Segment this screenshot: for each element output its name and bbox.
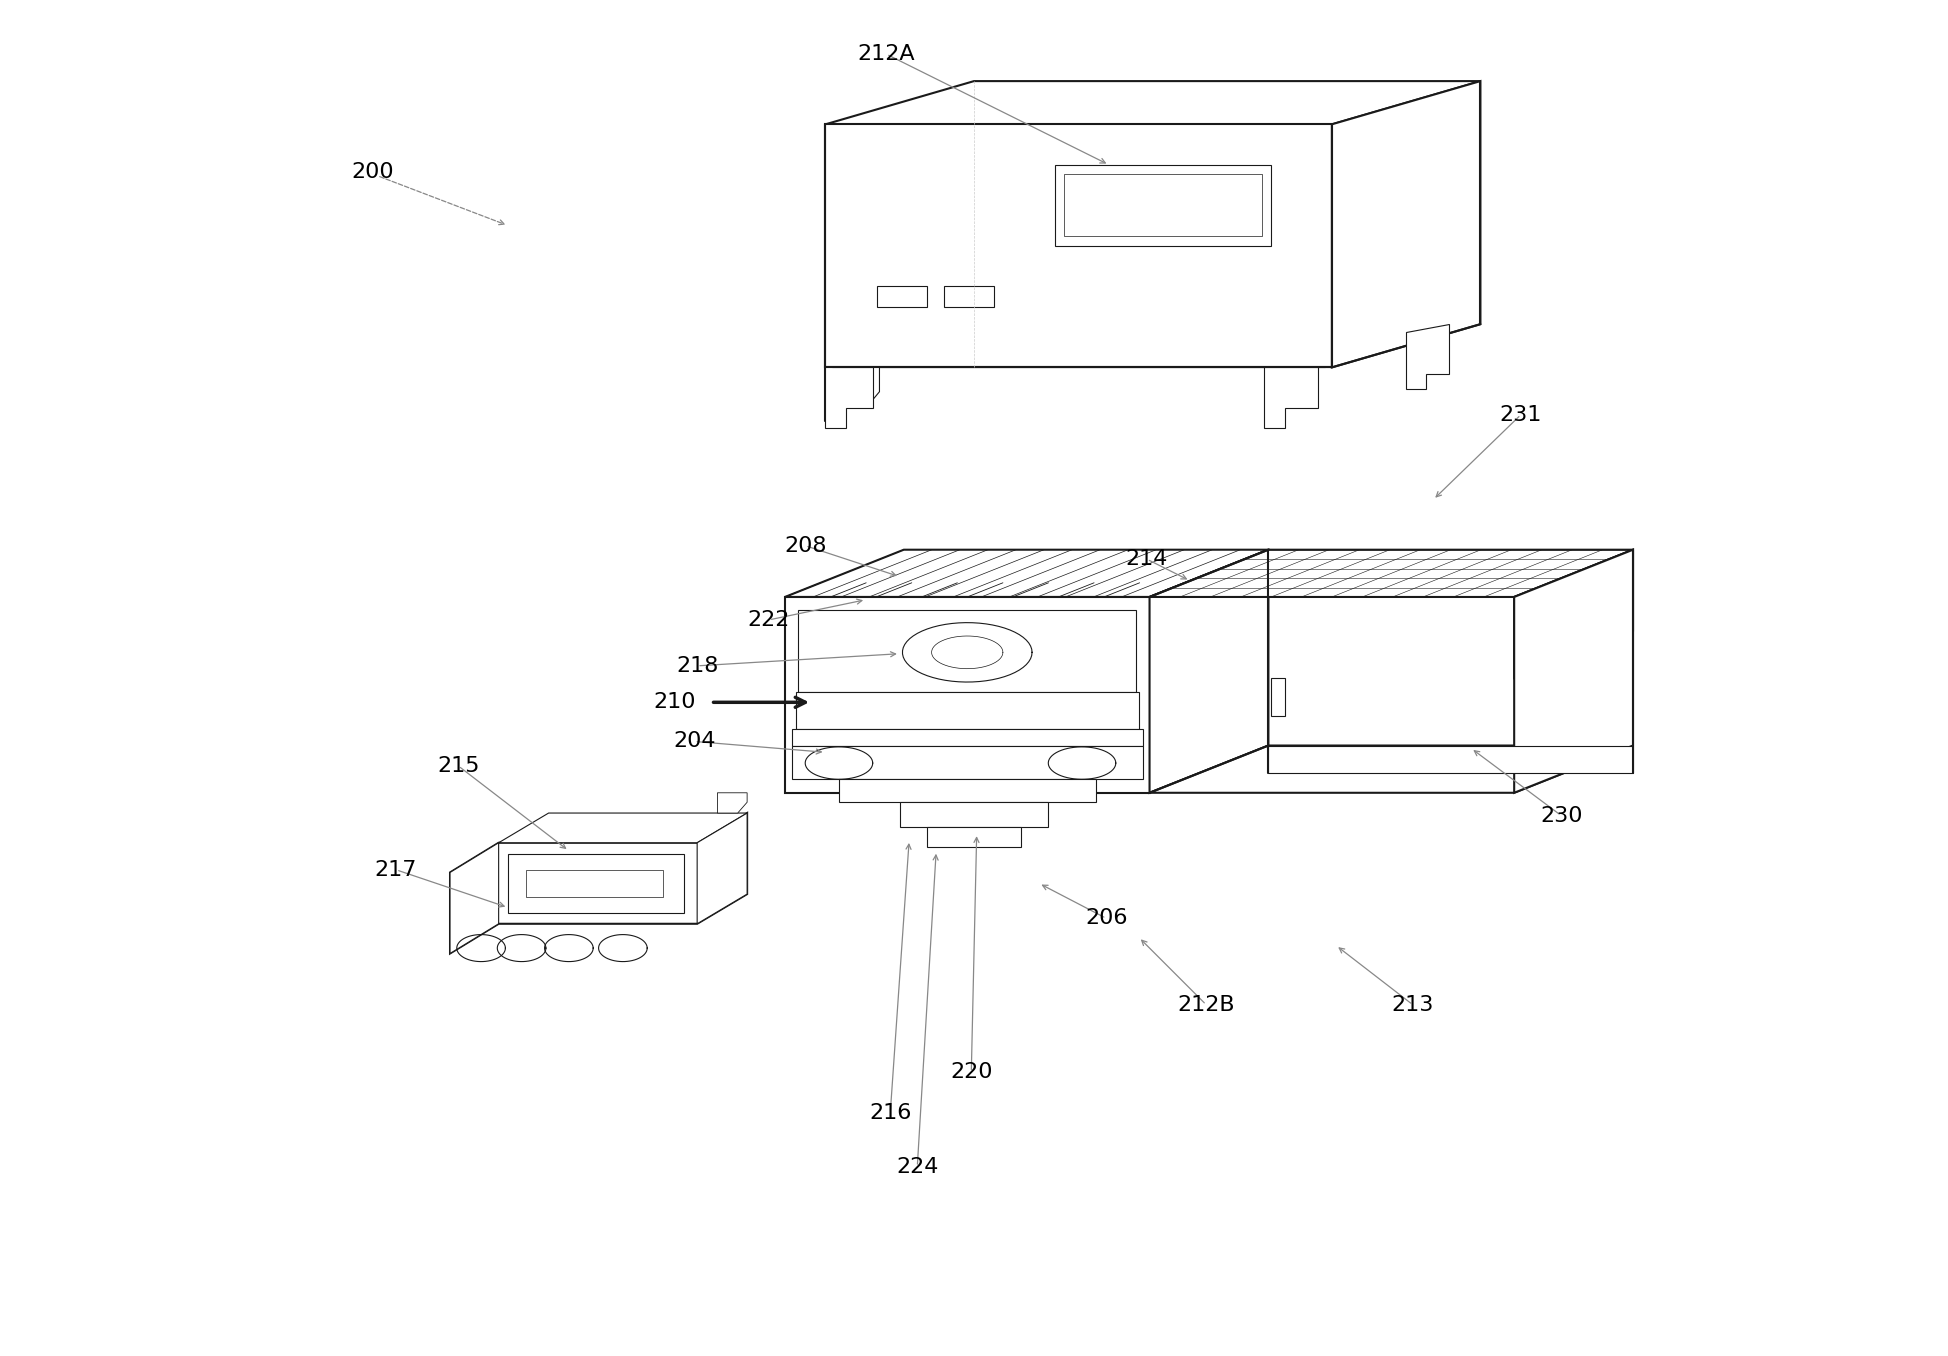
Text: 212A: 212A	[857, 45, 916, 64]
Polygon shape	[1514, 549, 1632, 678]
Text: 218: 218	[676, 656, 719, 675]
Polygon shape	[499, 814, 748, 843]
Polygon shape	[1272, 678, 1284, 716]
Text: 212B: 212B	[1177, 995, 1235, 1014]
Polygon shape	[945, 286, 993, 306]
Polygon shape	[785, 597, 1149, 793]
Text: 206: 206	[1085, 909, 1128, 929]
Polygon shape	[697, 814, 748, 923]
Polygon shape	[1268, 746, 1632, 773]
Polygon shape	[1406, 324, 1449, 389]
Polygon shape	[791, 746, 1143, 780]
Text: 200: 200	[353, 161, 393, 182]
Polygon shape	[840, 780, 1095, 803]
Text: 224: 224	[896, 1157, 939, 1177]
Text: 208: 208	[783, 536, 826, 556]
Polygon shape	[826, 367, 873, 428]
Polygon shape	[450, 814, 748, 953]
Polygon shape	[826, 81, 1480, 125]
Polygon shape	[826, 367, 879, 408]
Text: 230: 230	[1541, 805, 1582, 826]
Polygon shape	[717, 793, 748, 814]
Polygon shape	[1332, 81, 1480, 367]
Polygon shape	[877, 286, 927, 306]
Polygon shape	[791, 730, 1143, 746]
Text: 214: 214	[1126, 549, 1169, 570]
Polygon shape	[900, 803, 1048, 827]
Text: 222: 222	[748, 610, 791, 631]
Text: 217: 217	[374, 860, 417, 880]
Polygon shape	[526, 869, 664, 896]
Polygon shape	[1514, 549, 1632, 793]
Text: 213: 213	[1391, 995, 1434, 1014]
Polygon shape	[1149, 746, 1632, 793]
Polygon shape	[1064, 175, 1262, 236]
Polygon shape	[927, 827, 1021, 846]
Polygon shape	[1056, 165, 1272, 245]
Polygon shape	[1149, 549, 1268, 793]
Text: 231: 231	[1500, 404, 1543, 424]
Polygon shape	[799, 610, 1136, 692]
Polygon shape	[450, 843, 499, 953]
Polygon shape	[1264, 367, 1319, 428]
Text: 215: 215	[436, 755, 479, 776]
Polygon shape	[826, 125, 1332, 367]
Text: 204: 204	[674, 731, 715, 751]
Polygon shape	[795, 692, 1140, 730]
Polygon shape	[785, 549, 1268, 597]
Text: 216: 216	[869, 1102, 912, 1123]
Text: 210: 210	[653, 693, 695, 712]
Text: 220: 220	[951, 1062, 993, 1082]
Polygon shape	[1149, 549, 1632, 597]
Polygon shape	[508, 853, 684, 913]
